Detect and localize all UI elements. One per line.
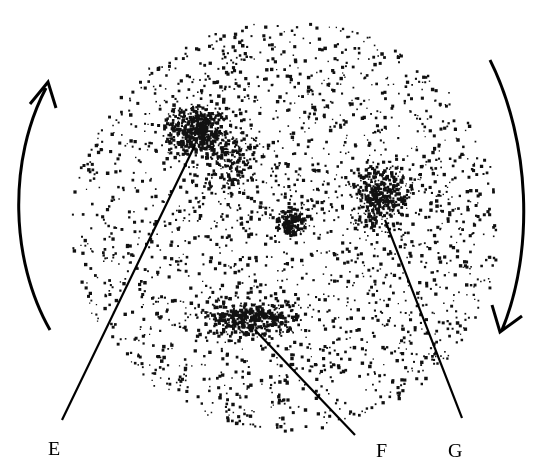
- dots: [71, 22, 498, 433]
- pointer-f: [254, 329, 356, 436]
- particle-cloud: [71, 22, 498, 433]
- rotation-arrow-left: [17, 87, 52, 331]
- rotation-arrow-right: [488, 59, 526, 331]
- label-f: F: [376, 440, 387, 462]
- arrowhead-left: [28, 78, 58, 109]
- label-g: G: [448, 440, 462, 462]
- arrowhead-right: [490, 304, 523, 335]
- label-e: E: [48, 438, 60, 460]
- pointer-e: [61, 144, 196, 421]
- pointer-g: [383, 219, 464, 419]
